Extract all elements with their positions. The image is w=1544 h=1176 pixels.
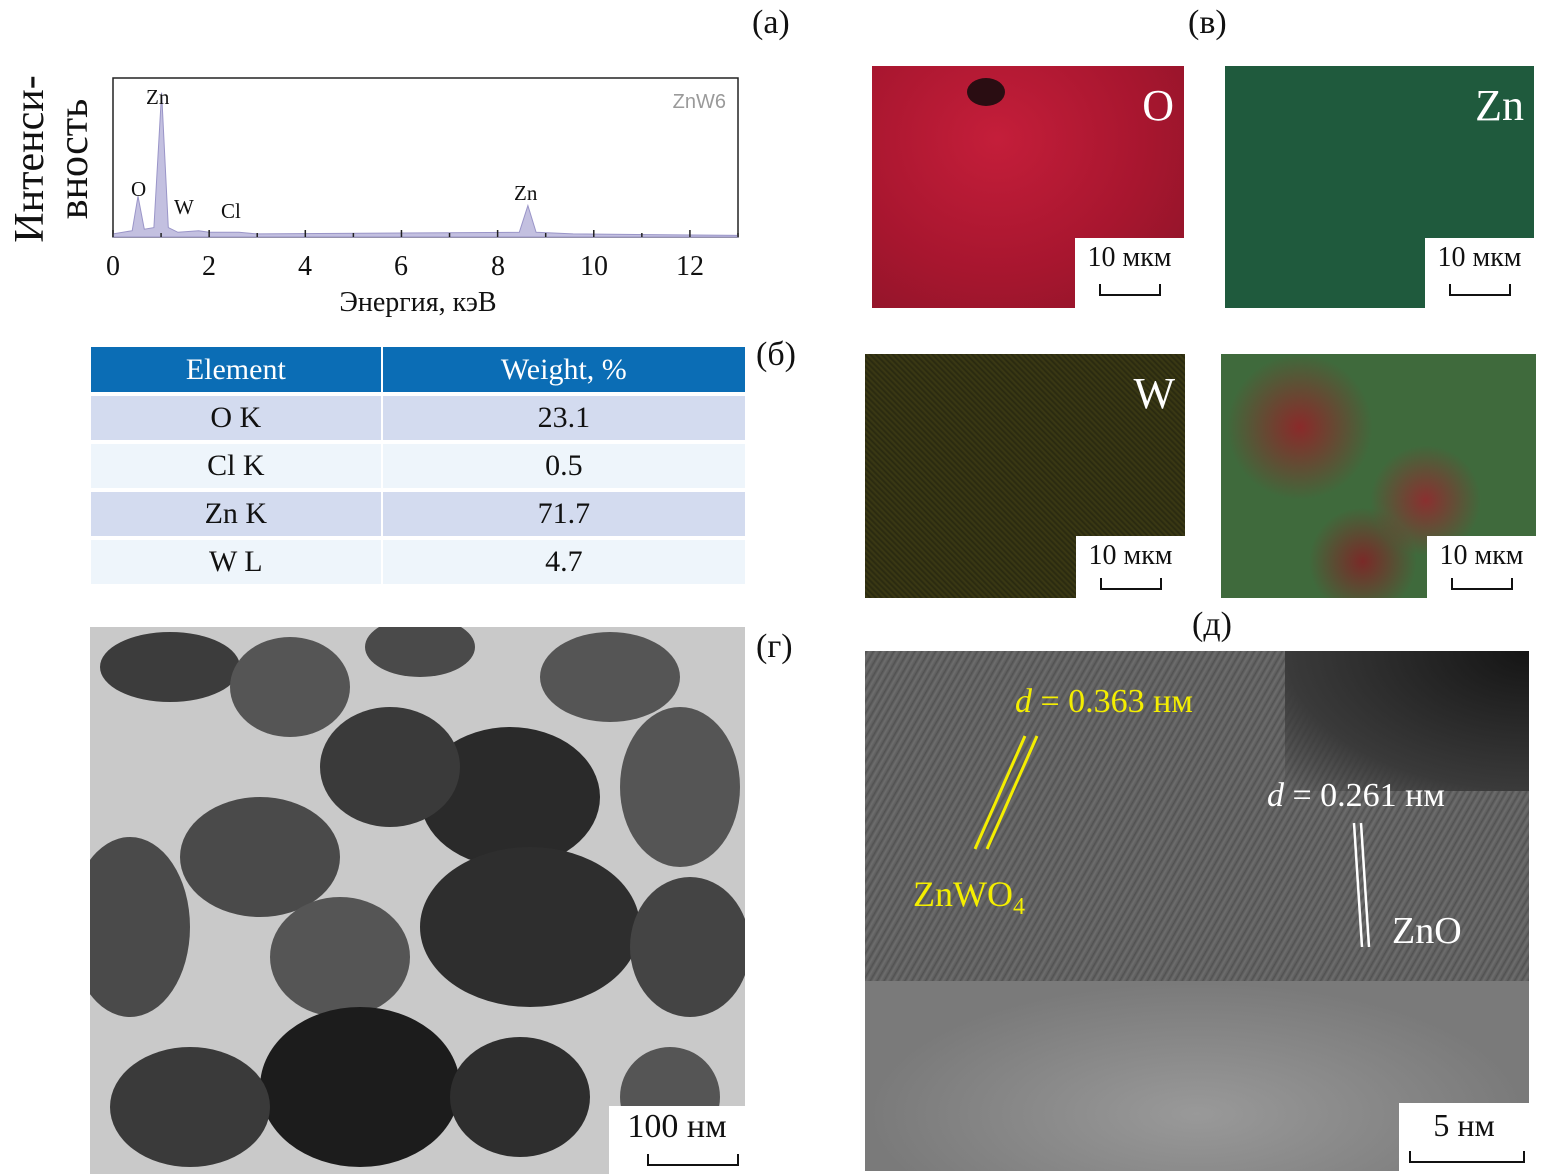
map-element-label: O	[1142, 81, 1174, 130]
peak-label-w: W	[174, 195, 194, 219]
x-tick-label: 4	[298, 251, 312, 282]
peak-label-cl: Cl	[221, 199, 241, 223]
lattice-fringe-line-yellow	[973, 735, 1027, 850]
scale-bar-line	[1449, 284, 1511, 296]
map-element-label: Zn	[1475, 81, 1524, 130]
table-row: W L 4.7	[91, 540, 747, 584]
y-label-line-1: Интенси-	[7, 75, 53, 243]
scale-bar-line	[1099, 284, 1161, 296]
phase-label-znwo4: ZnWO4	[913, 873, 1025, 921]
tem-image: 100 нм	[90, 627, 745, 1174]
scale-bar-label: 100 нм	[627, 1108, 727, 1145]
phase-name: ZnWO	[913, 874, 1013, 914]
x-tick-label: 6	[394, 251, 408, 282]
lattice-markers	[973, 735, 1371, 948]
map-dark-spot	[967, 78, 1005, 106]
scale-bar-label: 5 нм	[1433, 1107, 1495, 1143]
x-tick-label: 12	[676, 251, 704, 282]
scale-bar: 10 мкм	[1425, 238, 1534, 308]
scale-bar-line	[1100, 578, 1162, 590]
scale-bar-line	[1451, 578, 1513, 590]
peak-label-o: O	[131, 177, 146, 201]
dark-region	[1285, 651, 1529, 791]
scale-bar: 100 нм	[609, 1106, 745, 1174]
scale-bar-line	[1409, 1151, 1525, 1163]
x-tick-label: 2	[202, 251, 216, 282]
table-cell-element: Cl K	[91, 444, 383, 488]
scale-bar-line	[647, 1154, 739, 1166]
table-cell-weight: 71.7	[382, 492, 747, 536]
table-cell-weight: 23.1	[382, 396, 747, 440]
scale-bar: 10 мкм	[1076, 536, 1185, 598]
d-symbol: d	[1015, 683, 1032, 720]
lattice-fringe-line-yellow	[985, 735, 1039, 850]
panel-label-b: (б)	[756, 336, 796, 373]
peak-label-zn-l: Zn	[146, 85, 170, 109]
hrtem-image: d = 0.363 нм ZnWO4 d = 0.261 нм ZnO 5 нм	[865, 651, 1529, 1171]
element-map-overlay: 10 мкм	[1221, 354, 1536, 598]
table-cell-element: O K	[91, 396, 383, 440]
x-tick-label: 8	[491, 251, 505, 282]
eds-spectrum-chart: O Zn W Cl Zn ZnW6 0 2 4 6 8 10 12 Энерги…	[106, 77, 739, 318]
sample-name: ZnW6	[673, 91, 726, 113]
column-header-element: Element	[91, 347, 383, 392]
d-value: = 0.261 нм	[1284, 777, 1445, 814]
phase-label-zno: ZnO	[1392, 910, 1462, 952]
x-tick-label: 0	[106, 251, 120, 282]
panel-label-v: (в)	[1188, 4, 1227, 41]
table-cell-weight: 4.7	[382, 540, 747, 584]
spectrum-x-ticks	[112, 230, 739, 237]
panel-label-d: (д)	[1192, 606, 1232, 643]
scale-bar-label: 10 мкм	[1439, 540, 1524, 571]
d-spacing-label-znwo4: d = 0.363 нм	[1015, 683, 1193, 721]
lattice-fringe-line-white	[1359, 822, 1371, 948]
peak-label-zn-k: Zn	[514, 181, 538, 205]
scale-bar-label: 10 мкм	[1088, 540, 1173, 571]
element-map-zn: Zn 10 мкм	[1225, 66, 1534, 308]
d-spacing-label-zno: d = 0.261 нм	[1267, 777, 1445, 815]
column-header-weight: Weight, %	[382, 347, 747, 392]
table-cell-weight: 0.5	[382, 444, 747, 488]
spectrum-frame	[112, 77, 739, 238]
element-map-w: W 10 мкм	[865, 354, 1185, 598]
scale-bar: 10 мкм	[1075, 238, 1184, 308]
lattice-fringe-line-white	[1352, 822, 1364, 948]
spectrum-y-axis-label: Интенси- вность	[7, 59, 97, 259]
d-value: = 0.363 нм	[1032, 683, 1193, 720]
element-map-o: O 10 мкм	[872, 66, 1184, 308]
scale-bar: 10 мкм	[1427, 536, 1536, 598]
tem-particles	[90, 627, 745, 1167]
table-row: Cl K 0.5	[91, 444, 747, 488]
phase-subscript: 4	[1012, 894, 1025, 921]
scale-bar-label: 10 мкм	[1437, 242, 1522, 273]
composition-table: Element Weight, % O K 23.1 Cl K 0.5 Zn K…	[91, 343, 747, 588]
d-symbol: d	[1267, 777, 1284, 814]
scale-bar: 5 нм	[1399, 1103, 1529, 1171]
map-element-label: W	[1133, 369, 1175, 418]
panel-label-g: (г)	[756, 628, 793, 665]
table-cell-element: Zn K	[91, 492, 383, 536]
x-tick-label: 10	[580, 251, 608, 282]
spectrum-area	[112, 92, 739, 238]
scale-bar-label: 10 мкм	[1087, 242, 1172, 273]
table-row: Zn K 71.7	[91, 492, 747, 536]
table-row: O K 23.1	[91, 396, 747, 440]
panel-label-a: (а)	[752, 4, 790, 41]
table-cell-element: W L	[91, 540, 383, 584]
spectrum-x-axis-label: Энергия, кэВ	[339, 287, 496, 318]
